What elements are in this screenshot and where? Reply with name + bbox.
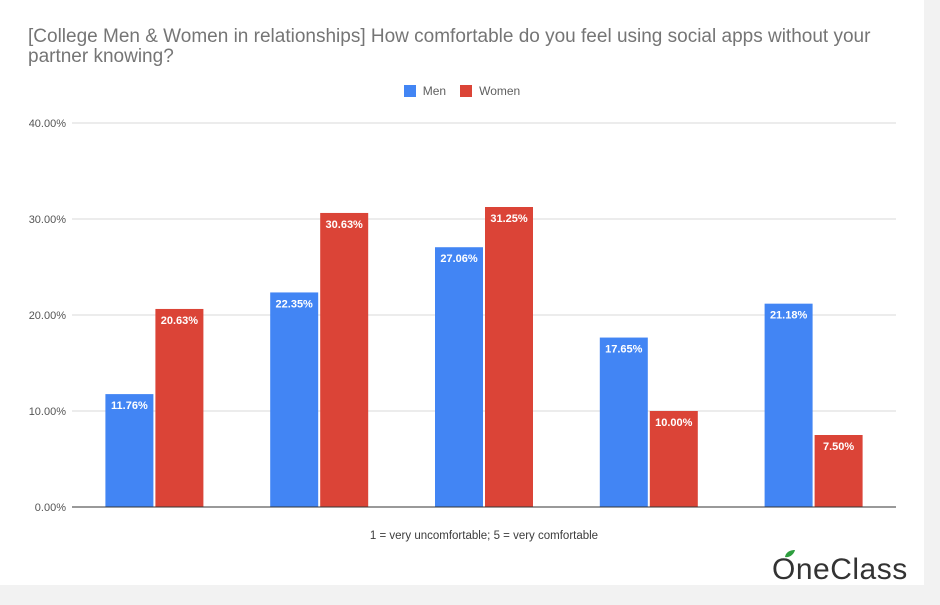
logo-text: OneClass — [772, 553, 908, 586]
data-label: 10.00% — [655, 417, 693, 429]
oneclass-logo: OneClass — [772, 550, 908, 587]
legend-swatch-women — [460, 85, 473, 97]
bar-women — [485, 207, 533, 507]
chart-title: [College Men & Women in relationships] H… — [28, 26, 871, 67]
y-tick-label: 10.00% — [29, 406, 67, 418]
data-label: 30.63% — [326, 219, 364, 231]
bar-women — [814, 435, 863, 507]
leaf-icon — [785, 550, 795, 558]
data-label: 20.63% — [161, 315, 199, 327]
y-tick-label: 0.00% — [35, 502, 66, 514]
data-label: 22.35% — [276, 298, 314, 310]
legend-swatch-men — [403, 85, 416, 97]
bar-women — [155, 308, 204, 507]
chart-card: [College Men & Women in relationships] H… — [0, 0, 924, 585]
data-label: 27.06% — [440, 253, 478, 265]
y-tick-label: 20.00% — [29, 310, 67, 322]
legend-item-women: Women — [460, 84, 520, 98]
data-label: 17.65% — [605, 344, 643, 356]
bar-men — [270, 292, 319, 507]
data-label: 21.18% — [770, 310, 808, 322]
y-tick-label: 40.00% — [29, 118, 67, 130]
legend-label-women: Women — [479, 84, 521, 98]
bar-men — [599, 337, 648, 507]
y-tick-label: 30.00% — [29, 214, 67, 226]
legend-item-men: Men — [403, 84, 447, 98]
bar-men — [435, 247, 483, 507]
bar-chart-plot: 0.00% 10.00% 20.00% 30.00% 40.00% 11.76% 22.35… — [29, 118, 896, 514]
chart-legend: Men Women — [0, 84, 924, 98]
data-label: 31.25% — [490, 213, 528, 225]
data-label: 11.76% — [111, 400, 148, 412]
bar-women — [649, 411, 698, 507]
x-axis-label: 1 = very uncomfortable; 5 = very comfort… — [369, 530, 599, 542]
bar-men — [105, 394, 154, 507]
legend-label-men: Men — [422, 84, 447, 98]
bar-women — [320, 212, 369, 507]
bar-men — [764, 303, 813, 507]
data-label: 7.50% — [823, 441, 854, 453]
